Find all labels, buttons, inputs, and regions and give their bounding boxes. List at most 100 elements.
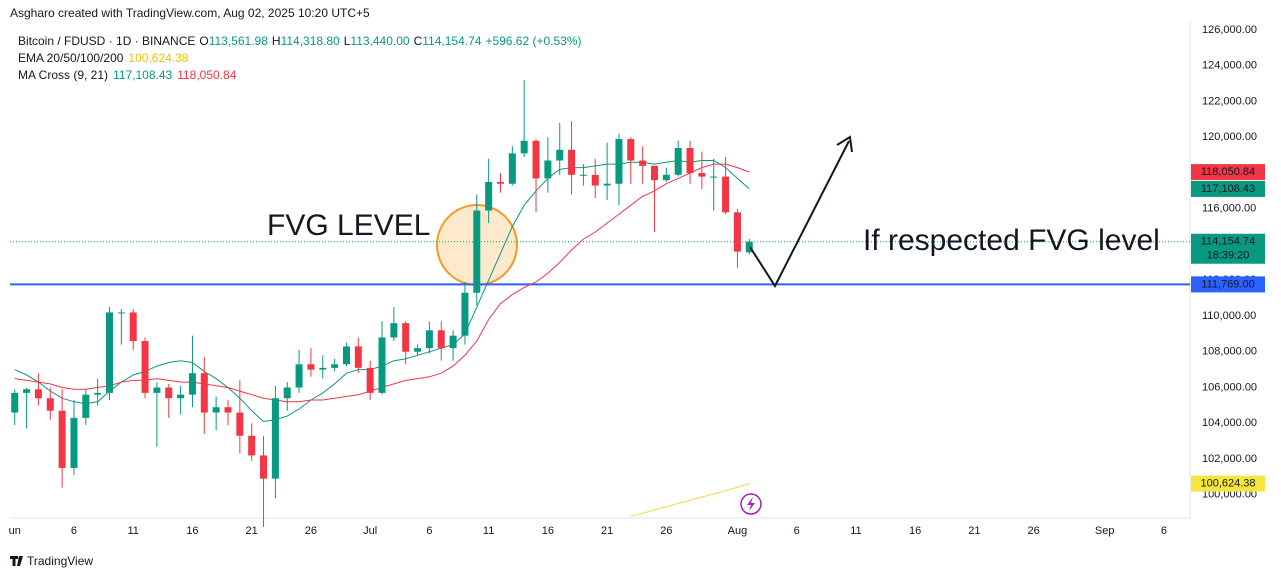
candle-body	[662, 174, 670, 181]
y-tick-label: 126,000.00	[1202, 24, 1257, 36]
x-tick-label: 16	[542, 525, 554, 537]
legend-line: MA Cross (9, 21) 117,108.43 118,050.84	[18, 68, 237, 82]
indicator-value: 100,624.38	[128, 51, 188, 65]
candle-body	[627, 139, 635, 161]
candle-body	[496, 181, 504, 184]
candle-body	[200, 373, 208, 413]
annotation: FVG LEVEL	[267, 209, 430, 242]
price-label-box	[1191, 180, 1265, 197]
candle-body	[698, 173, 706, 177]
candle-body	[283, 387, 291, 399]
candle-body	[532, 140, 540, 179]
candle-body	[615, 139, 623, 184]
candle-body	[366, 367, 374, 393]
ohlc-value: 113,440.00	[350, 34, 409, 48]
y-tick-label: 120,000.00	[1202, 131, 1257, 143]
y-tick-label: 116,000.00	[1202, 203, 1256, 215]
candle-body	[153, 387, 161, 393]
candle-body	[141, 341, 149, 393]
price-label: 114,154.74	[1201, 236, 1255, 248]
y-tick-label: 104,000.00	[1202, 417, 1257, 429]
x-tick-label: 26	[1027, 525, 1039, 537]
candle-body	[117, 312, 125, 314]
candle-body	[414, 348, 422, 352]
x-tick-label: 6	[1161, 525, 1167, 537]
candle-body	[674, 147, 682, 175]
candle-body	[248, 435, 256, 456]
legend: Bitcoin / FDUSD · 1D · BINANCE O113,561.9…	[18, 34, 582, 82]
candle-body	[177, 394, 185, 399]
y-tick-label: 124,000.00	[1202, 60, 1257, 72]
brand: TradingView	[27, 554, 93, 568]
ohlc-key: O	[199, 34, 208, 48]
x-tick-label: Sep	[1095, 525, 1115, 537]
ohlc-value: 114,318.80	[281, 34, 340, 48]
candle-body	[271, 398, 279, 479]
indicator-name: EMA 20/50/100/200	[18, 51, 124, 65]
x-tick-label: 11	[483, 525, 494, 537]
candle-body	[544, 160, 552, 179]
level-label-box	[1191, 276, 1265, 293]
x-tick-label: 16	[909, 525, 921, 537]
x-tick-label: 6	[794, 525, 800, 537]
price-label-box	[1191, 233, 1265, 264]
candle-body	[650, 165, 658, 181]
candle-body	[603, 183, 611, 186]
candle-body	[236, 412, 244, 436]
candle-body	[745, 241, 753, 253]
candle-body	[58, 410, 66, 468]
price-label-timer: 18:39:20	[1207, 250, 1250, 262]
x-tick-label: 16	[186, 525, 198, 537]
x-tick-label: 21	[601, 525, 613, 537]
candle-body	[307, 364, 315, 370]
candle-body	[378, 337, 386, 393]
candle-body	[82, 394, 90, 418]
indicator-name: MA Cross (9, 21)	[18, 68, 108, 82]
candle-body	[331, 364, 339, 368]
y-tick-label: 122,000.00	[1202, 95, 1257, 107]
candle-body	[165, 387, 173, 399]
candle-body	[710, 176, 718, 178]
price-label-box	[1191, 164, 1265, 181]
indicator-line	[630, 483, 750, 517]
change: +596.62 (+0.53%)	[485, 34, 581, 48]
candle-body	[188, 373, 196, 395]
y-tick-label: 102,000.00	[1202, 453, 1257, 465]
candle-body	[260, 455, 268, 479]
x-tick-label: un	[9, 525, 21, 537]
candle-body	[686, 147, 694, 174]
price-label: 118,050.84	[1201, 166, 1255, 178]
candle-body	[342, 346, 350, 365]
candle-body	[11, 392, 19, 413]
candle-body	[94, 392, 102, 395]
x-tick-label: 11	[128, 525, 139, 537]
candle-body	[224, 407, 232, 413]
candle-body	[319, 367, 327, 370]
ohlc-key: H	[272, 34, 281, 48]
price-label: 117,108.43	[1201, 183, 1255, 195]
candle-body	[473, 210, 481, 293]
price-label-box	[1191, 475, 1265, 492]
indicator-value: 118,050.84	[177, 68, 236, 82]
candle-body	[129, 312, 137, 342]
plot	[10, 80, 1190, 527]
credit: Asgharo created with TradingView.com, Au…	[10, 6, 370, 20]
candle-body	[402, 323, 410, 352]
candle-body	[733, 212, 741, 252]
candle-body	[722, 176, 730, 213]
x-tick-label: Aug	[728, 525, 748, 537]
candle-body	[437, 330, 445, 349]
ohlc-key: C	[414, 34, 423, 48]
ohlc-value: 114,154.74	[422, 34, 481, 48]
candle-body	[212, 407, 220, 413]
candle-body	[390, 323, 398, 338]
candle-body	[520, 140, 528, 154]
candle-body	[556, 149, 564, 161]
x-tick-label: 21	[246, 525, 258, 537]
brand-logo	[10, 556, 23, 566]
projection-arrow	[749, 140, 850, 289]
candle-body	[23, 389, 31, 393]
x-tick-label: 26	[305, 525, 317, 537]
